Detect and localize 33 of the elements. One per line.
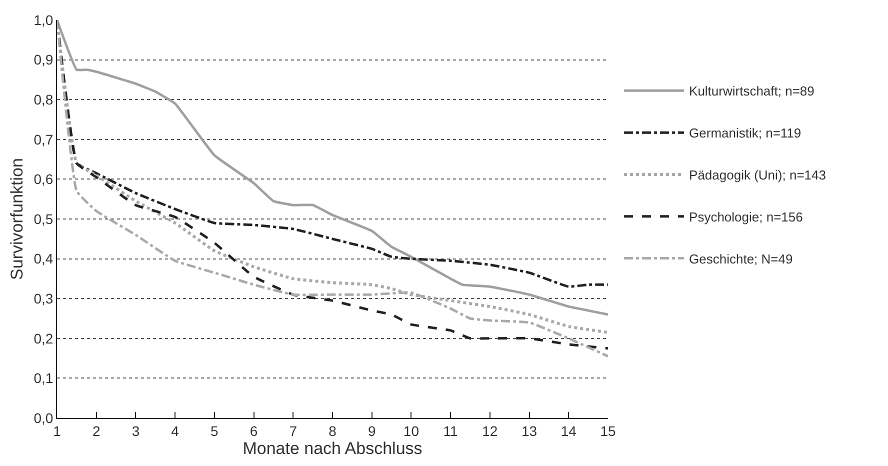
y-tick-label: 1,0 [34,12,54,28]
x-tick-label: 3 [132,422,140,439]
x-tick-label: 1 [53,422,62,439]
x-tick-label: 7 [289,422,298,439]
y-tick-label: 0,0 [34,410,54,426]
y-tick-label: 0,4 [34,250,54,267]
x-tick-label: 5 [210,422,219,439]
y-axis-title: Survivorfunktion [7,158,26,280]
y-tick-label: 0,5 [34,210,54,227]
x-tick-label: 11 [443,422,458,439]
y-tick-label: 0,1 [34,370,54,386]
legend-label: Geschichte; N=49 [689,251,793,266]
x-tick-label: 8 [328,422,337,439]
x-tick-label: 14 [560,422,577,439]
x-tick-label: 15 [600,422,616,439]
y-tick-label: 0,2 [34,330,54,346]
x-tick-label: 13 [522,422,538,439]
x-tick-label: 2 [92,422,100,439]
legend-label: Pädagogik (Uni); n=143 [689,168,826,183]
legend-label: Germanistik; n=119 [689,126,802,141]
x-axis-title: Monate nach Abschluss [242,438,422,458]
x-tick-label: 10 [403,422,420,439]
y-tick-label: 0,7 [34,131,54,148]
y-tick-label: 0,6 [34,171,54,188]
x-tick-label: 6 [250,422,258,439]
x-tick-label: 12 [482,422,498,439]
legend-label: Kulturwirtschaft; n=89 [689,84,814,99]
y-tick-label: 0,3 [34,290,54,306]
x-tick-label: 4 [171,422,180,439]
y-tick-label: 0,9 [34,52,54,68]
x-tick-label: 9 [368,422,376,439]
y-tick-label: 0,8 [34,92,54,108]
legend-label: Psychologie; n=156 [689,209,803,224]
